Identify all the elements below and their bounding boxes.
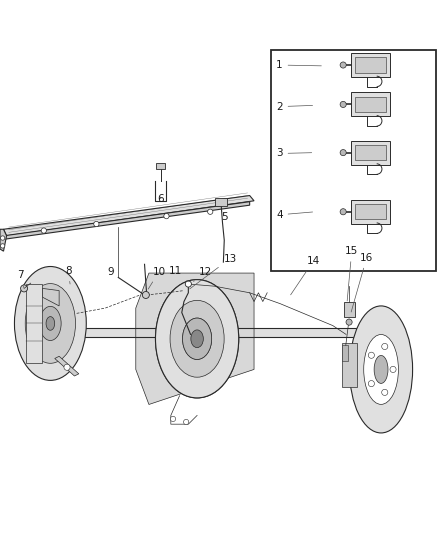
- Ellipse shape: [170, 300, 224, 377]
- Polygon shape: [55, 356, 79, 376]
- Text: 13: 13: [190, 254, 237, 289]
- Text: 12: 12: [194, 266, 212, 281]
- Circle shape: [170, 416, 176, 422]
- Circle shape: [381, 343, 388, 350]
- Bar: [351, 92, 390, 117]
- Bar: [44, 328, 377, 336]
- Polygon shape: [4, 201, 250, 239]
- Ellipse shape: [374, 356, 388, 383]
- Circle shape: [142, 292, 149, 298]
- Text: 1: 1: [276, 60, 321, 70]
- Circle shape: [41, 228, 46, 233]
- Polygon shape: [42, 288, 59, 306]
- Bar: [344, 302, 355, 317]
- Polygon shape: [136, 273, 254, 405]
- Ellipse shape: [183, 318, 212, 359]
- Text: 15: 15: [345, 246, 358, 301]
- Circle shape: [0, 244, 5, 248]
- Circle shape: [164, 214, 169, 219]
- Circle shape: [185, 281, 191, 287]
- Ellipse shape: [39, 306, 61, 341]
- Bar: [356, 97, 386, 112]
- Circle shape: [0, 236, 5, 240]
- Ellipse shape: [183, 318, 212, 359]
- Text: 6: 6: [158, 193, 164, 204]
- Ellipse shape: [350, 306, 413, 433]
- Circle shape: [340, 209, 346, 215]
- Text: 7: 7: [17, 270, 24, 287]
- Circle shape: [184, 419, 189, 425]
- Circle shape: [208, 209, 213, 214]
- Ellipse shape: [191, 330, 203, 348]
- Bar: [156, 163, 165, 169]
- Text: 8: 8: [65, 266, 71, 284]
- Circle shape: [21, 285, 28, 292]
- Polygon shape: [342, 345, 348, 361]
- Polygon shape: [26, 284, 42, 363]
- Text: 14: 14: [291, 256, 320, 295]
- Text: 3: 3: [276, 149, 312, 158]
- Ellipse shape: [155, 280, 239, 398]
- Ellipse shape: [25, 284, 75, 364]
- Ellipse shape: [191, 330, 203, 348]
- Text: 4: 4: [276, 210, 313, 220]
- Bar: [356, 58, 386, 72]
- Circle shape: [340, 101, 346, 108]
- Polygon shape: [4, 196, 254, 236]
- Ellipse shape: [364, 335, 399, 405]
- Circle shape: [340, 62, 346, 68]
- Circle shape: [64, 364, 70, 370]
- Polygon shape: [342, 343, 357, 387]
- Bar: [351, 53, 390, 77]
- Bar: [356, 204, 386, 220]
- Circle shape: [390, 366, 396, 373]
- Text: 2: 2: [276, 102, 313, 111]
- Ellipse shape: [170, 300, 224, 377]
- Text: 11: 11: [169, 266, 188, 282]
- Circle shape: [368, 352, 374, 358]
- Circle shape: [368, 381, 374, 386]
- Bar: [351, 200, 390, 224]
- Bar: [356, 145, 386, 160]
- Ellipse shape: [14, 266, 86, 381]
- Text: 9: 9: [107, 266, 114, 277]
- Circle shape: [340, 150, 346, 156]
- Bar: [271, 50, 436, 271]
- Text: 5: 5: [221, 206, 228, 222]
- Circle shape: [381, 389, 388, 395]
- Text: 16: 16: [351, 253, 373, 312]
- Bar: [215, 198, 227, 206]
- Text: 10: 10: [148, 266, 166, 289]
- Ellipse shape: [155, 280, 239, 398]
- Polygon shape: [0, 229, 7, 251]
- Circle shape: [346, 319, 352, 325]
- Bar: [351, 141, 390, 165]
- Circle shape: [94, 221, 99, 227]
- Ellipse shape: [46, 317, 55, 330]
